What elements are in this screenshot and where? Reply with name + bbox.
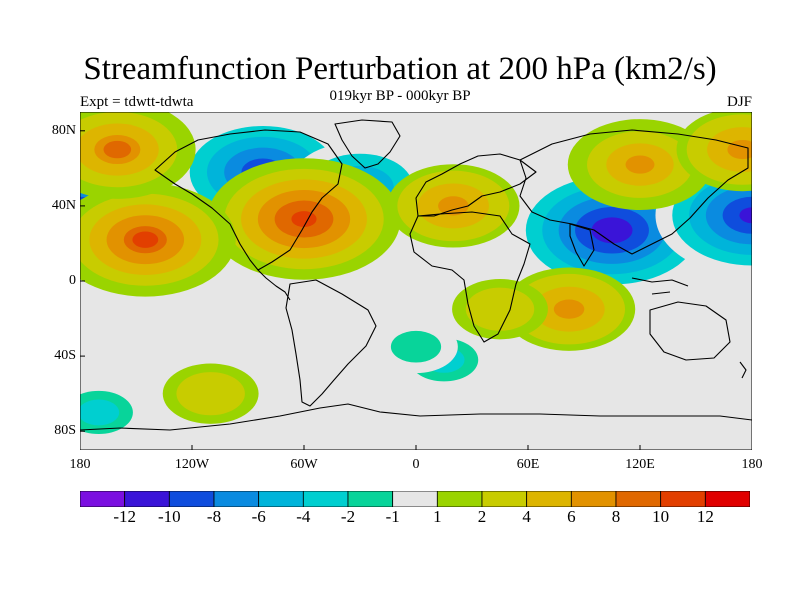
colorbar-tick-label: -4	[296, 507, 311, 526]
colorbar-tick-label: 10	[652, 507, 670, 526]
y-tick-label: 80N	[51, 123, 76, 138]
season-label: DJF	[726, 94, 752, 110]
x-tick-label: 60W	[290, 457, 318, 472]
contour-band	[103, 140, 132, 159]
colorbar-swatch	[168, 491, 215, 507]
colorbar-swatch	[481, 491, 528, 507]
contour-band	[190, 380, 232, 407]
colorbar-tick-label: -1	[385, 507, 400, 526]
y-tick-label: 0	[69, 273, 76, 288]
experiment-label: Expt = tdwtt-tdwta	[80, 94, 194, 110]
south-america-outline	[285, 279, 377, 407]
australia-outline	[649, 301, 731, 361]
colorbar-swatch	[436, 491, 483, 507]
north-america-outline	[154, 129, 343, 271]
colorbar-swatch	[570, 491, 617, 507]
colorbar-swatch	[124, 491, 170, 507]
contour-fill-layer	[80, 112, 752, 443]
contour-band	[80, 399, 120, 426]
colorbar-tick-label: 1	[433, 507, 442, 526]
contour-band	[479, 296, 521, 323]
india-outline	[569, 223, 595, 267]
indonesia-outline	[631, 277, 689, 295]
colorbar-tick-label: -12	[113, 507, 136, 526]
y-tick-label: 80S	[54, 423, 76, 438]
asia-outline	[519, 129, 749, 255]
colorbar-tick-label: 6	[567, 507, 576, 526]
europe-outline	[415, 153, 537, 217]
greenland-outline	[334, 119, 401, 169]
colorbar-tick-label: 2	[477, 507, 487, 526]
central-america-outline	[257, 269, 291, 301]
contour-band	[722, 196, 752, 234]
colorbar-tick-label: 4	[522, 507, 531, 526]
x-tick-label: 60E	[516, 457, 540, 472]
colorbar	[80, 491, 750, 507]
colorbar-swatch	[80, 491, 126, 507]
x-tick-label: 120W	[174, 457, 210, 472]
colorbar-swatch	[615, 491, 662, 507]
colorbar-tick-label: -8	[206, 507, 222, 526]
colorbar-swatch	[302, 491, 349, 507]
colorbar-swatch	[258, 491, 304, 507]
contour-band	[553, 299, 585, 319]
new-zealand-outline	[739, 361, 747, 379]
chart-subtitle: 019kyr BP - 000kyr BP	[329, 88, 471, 104]
antarctica-outline	[80, 403, 752, 431]
coastline-layer	[80, 119, 752, 431]
contour-band	[390, 330, 442, 363]
colorbar-tick-label: -6	[251, 507, 266, 526]
colorbar-swatch	[392, 491, 438, 507]
contour-band	[438, 196, 469, 216]
contour-band	[739, 207, 752, 224]
colorbar-swatch	[213, 491, 260, 507]
x-tick-label: 180	[741, 457, 763, 472]
contour-band	[625, 155, 655, 174]
colorbar-swatch	[660, 491, 706, 507]
y-tick-label: 40S	[54, 348, 76, 363]
colorbar-tick-label: -2	[340, 507, 356, 526]
x-tick-label: 180	[69, 457, 91, 472]
x-tick-label: 0	[412, 457, 420, 472]
colorbar-swatch	[526, 491, 572, 507]
x-tick-label: 120E	[625, 457, 655, 472]
colorbar-tick-label: -10	[157, 507, 181, 526]
streamfunction-map	[80, 112, 752, 450]
contour-band	[132, 231, 159, 248]
colorbar-tick-label: 8	[611, 507, 621, 526]
y-tick-label: 40N	[51, 198, 76, 213]
chart-title: Streamfunction Perturbation at 200 hPa (…	[83, 51, 717, 87]
contour-band	[291, 211, 317, 227]
map-ticks	[80, 130, 641, 450]
contour-band	[599, 222, 625, 239]
colorbar-swatch	[347, 491, 394, 507]
colorbar-tick-label: 12	[696, 507, 714, 526]
africa-outline	[409, 211, 531, 343]
colorbar-swatch	[704, 491, 750, 507]
